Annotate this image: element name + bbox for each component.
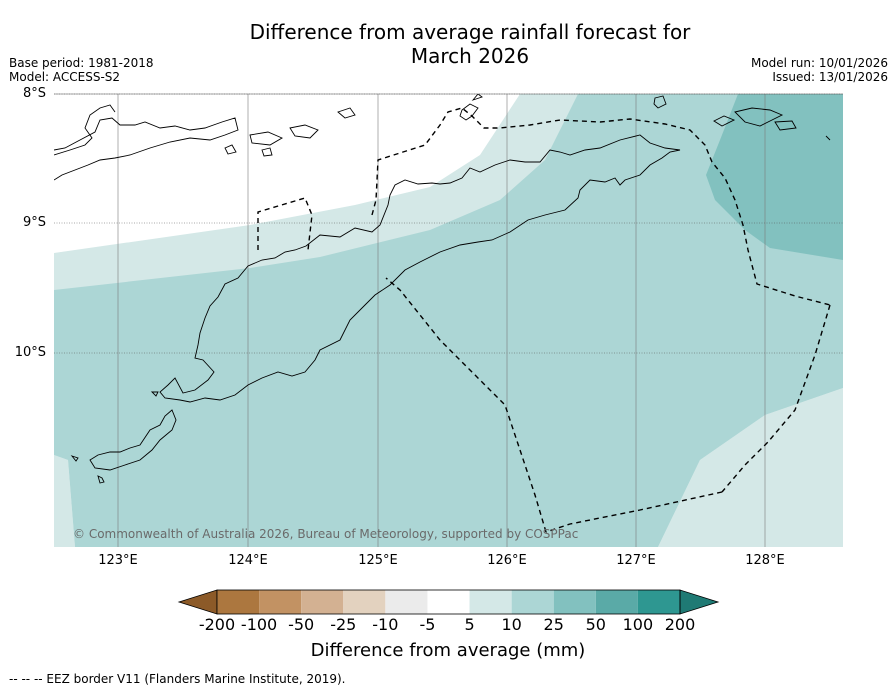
colorbar-segment xyxy=(595,590,638,614)
lon-label-128e: 128°E xyxy=(745,553,785,568)
colorbar-tick-label: -200 xyxy=(198,615,236,634)
savu-island xyxy=(70,455,79,462)
alor-coastline xyxy=(89,409,177,471)
colorbar-tick-label: 10 xyxy=(501,615,522,634)
copyright-credit: © Commonwealth of Australia 2026, Bureau… xyxy=(73,527,579,541)
colorbar-title: Difference from average (mm) xyxy=(310,640,586,661)
band-25-50 xyxy=(706,94,843,260)
islet-c xyxy=(224,144,237,155)
colorbar-segment xyxy=(385,590,428,614)
lat-label-9s: 9°S xyxy=(22,215,46,230)
lon-label-125e: 125°E xyxy=(358,553,398,568)
colorbar xyxy=(177,589,720,615)
tanimbar-b xyxy=(734,107,784,127)
colorbar-segment xyxy=(427,590,470,614)
model-run-text: Model run: 10/01/2026 xyxy=(750,56,888,70)
colorbar-tick-label: -50 xyxy=(288,615,315,634)
map-title: Difference from average rainfall forecas… xyxy=(170,20,770,68)
colorbar-tick-label: 200 xyxy=(664,615,696,634)
colorbar-segment xyxy=(343,590,386,614)
lon-label-127e: 127°E xyxy=(616,553,656,568)
lon-label-124e: 124°E xyxy=(228,553,268,568)
lon-label-123e: 123°E xyxy=(98,553,138,568)
colorbar-tick-label: 50 xyxy=(585,615,606,634)
tanimbar-d xyxy=(825,135,831,141)
colorbar-tick-label: -5 xyxy=(419,615,436,634)
colorbar-tick-label: -25 xyxy=(330,615,357,634)
colorbar-segment xyxy=(511,590,554,614)
lat-label-10s: 10°S xyxy=(14,345,46,360)
colorbar-tick-label: 5 xyxy=(464,615,475,634)
colorbar-segment xyxy=(553,590,596,614)
islet-e xyxy=(337,107,356,119)
rote-island xyxy=(97,475,105,484)
model-text: Model: ACCESS-S2 xyxy=(9,70,121,84)
colorbar-tick-label: -100 xyxy=(240,615,278,634)
eez-legend-text: -- -- -- EEZ border V11 (Flanders Marine… xyxy=(9,672,346,686)
eez-border-south xyxy=(545,491,723,533)
graticule-meridians xyxy=(117,94,766,547)
base-period-text: Base period: 1981-2018 xyxy=(9,56,154,70)
semau-islet xyxy=(150,391,159,397)
colorbar-segment xyxy=(469,590,512,614)
tanimbar-c xyxy=(774,120,797,131)
colorbar-segment xyxy=(637,590,680,614)
colorbar-extend-low xyxy=(177,589,218,615)
lat-label-8s: 8°S xyxy=(22,86,46,101)
band-10-25 xyxy=(54,94,843,547)
colorbar-tick-label: -10 xyxy=(372,615,399,634)
colorbar-segment xyxy=(259,590,302,614)
eez-border-east xyxy=(721,304,831,493)
islet-d xyxy=(261,147,273,157)
eez-border-timor xyxy=(385,277,547,533)
wetar-coastline xyxy=(54,117,239,181)
colorbar-border xyxy=(216,589,681,615)
islet-g xyxy=(471,94,483,101)
islet-h xyxy=(653,95,667,109)
lon-label-126e: 126°E xyxy=(487,553,527,568)
colorbar-tick-label: 100 xyxy=(622,615,654,634)
colorbar-segment xyxy=(301,590,344,614)
colorbar-tick-label: 25 xyxy=(543,615,564,634)
title-line-1: Difference from average rainfall forecas… xyxy=(249,20,691,44)
islet-a xyxy=(249,131,283,146)
flores-north-coastline xyxy=(54,104,116,156)
islet-b xyxy=(289,124,319,139)
band-5-10-southeast xyxy=(658,388,843,547)
tanimbar-a xyxy=(713,115,736,127)
band-5-10-southwest xyxy=(54,455,75,547)
meta-left: Base period: 1981-2018 Model: ACCESS-S2 xyxy=(9,56,154,84)
issued-text: Issued: 13/01/2026 xyxy=(772,70,888,84)
colorbar-extend-high xyxy=(679,589,720,615)
eez-borders xyxy=(257,107,831,533)
colorbar-segment xyxy=(217,590,260,614)
timor-coastline xyxy=(159,134,681,403)
rainfall-anomaly-field xyxy=(54,94,843,547)
eez-border-north xyxy=(257,107,831,306)
meta-right: Model run: 10/01/2026 Issued: 13/01/2026 xyxy=(751,56,888,84)
title-line-2: March 2026 xyxy=(410,44,530,68)
